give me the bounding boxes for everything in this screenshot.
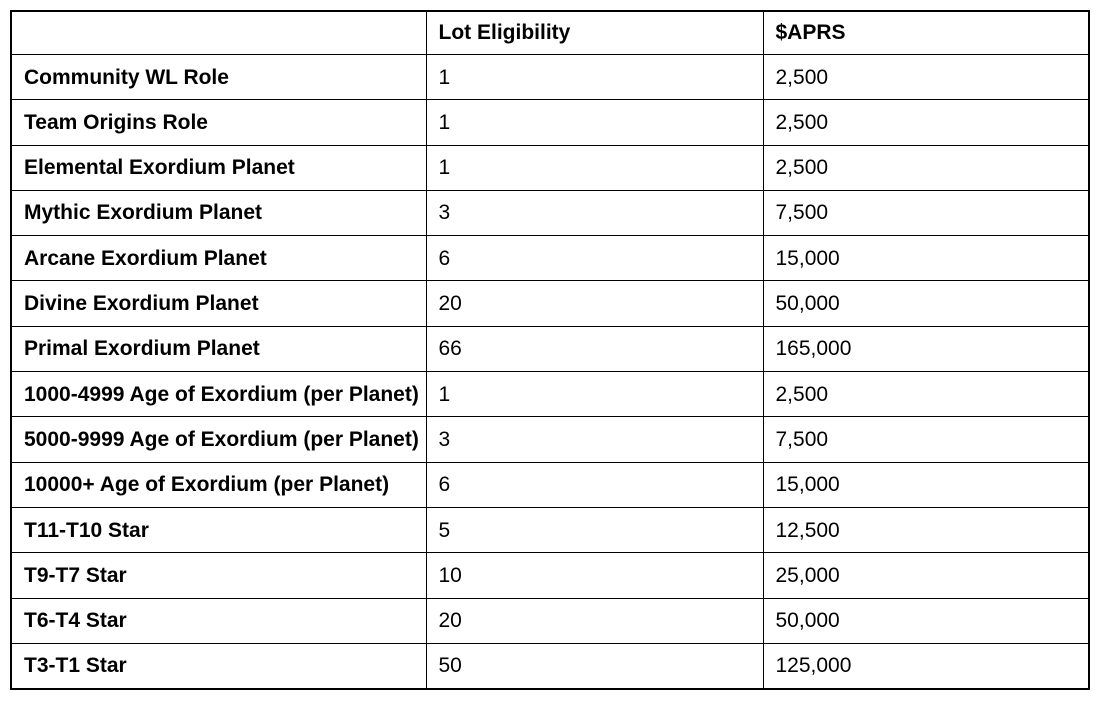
- row-label-cell: T9-T7 Star: [10, 552, 427, 599]
- lot-eligibility-cell: 50: [425, 642, 764, 690]
- lot-eligibility-cell: 20: [425, 280, 764, 327]
- aprs-cell: 125,000: [762, 642, 1090, 690]
- aprs-cell: 2,500: [762, 99, 1090, 146]
- lot-eligibility-cell: 1: [425, 144, 764, 191]
- aprs-cell: 165,000: [762, 325, 1090, 373]
- table-row: T3-T1 Star 50 125,000: [10, 642, 1090, 690]
- row-label-cell: 10000+ Age of Exordium (per Planet): [10, 461, 427, 508]
- table-row: Team Origins Role 1 2,500: [10, 99, 1090, 146]
- lot-eligibility-cell: 66: [425, 325, 764, 373]
- lot-eligibility-aprs-table: Lot Eligibility $APRS Community WL Role …: [10, 10, 1090, 691]
- row-label-cell: 1000-4999 Age of Exordium (per Planet): [10, 371, 427, 418]
- table-row: Community WL Role 1 2,500: [10, 53, 1090, 101]
- rewards-table-container: Lot Eligibility $APRS Community WL Role …: [10, 10, 1090, 691]
- aprs-cell: 2,500: [762, 371, 1090, 418]
- row-label-cell: Primal Exordium Planet: [10, 325, 427, 373]
- aprs-cell: 15,000: [762, 461, 1090, 508]
- lot-eligibility-cell: 10: [425, 552, 764, 599]
- aprs-cell: 50,000: [762, 280, 1090, 327]
- lot-eligibility-cell: 3: [425, 416, 764, 463]
- aprs-cell: 7,500: [762, 189, 1090, 237]
- lot-eligibility-cell: 1: [425, 371, 764, 418]
- row-label-cell: Divine Exordium Planet: [10, 280, 427, 327]
- header-aprs: $APRS: [762, 10, 1090, 55]
- lot-eligibility-cell: 6: [425, 235, 764, 282]
- table-row: 1000-4999 Age of Exordium (per Planet) 1…: [10, 371, 1090, 418]
- aprs-cell: 7,500: [762, 416, 1090, 463]
- row-label-cell: T3-T1 Star: [10, 642, 427, 690]
- table-row: 5000-9999 Age of Exordium (per Planet) 3…: [10, 416, 1090, 463]
- row-label-cell: Arcane Exordium Planet: [10, 235, 427, 282]
- table-row: Primal Exordium Planet 66 165,000: [10, 325, 1090, 373]
- table-row: Arcane Exordium Planet 6 15,000: [10, 235, 1090, 282]
- row-label-cell: Elemental Exordium Planet: [10, 144, 427, 191]
- lot-eligibility-cell: 5: [425, 506, 764, 554]
- row-label-cell: Mythic Exordium Planet: [10, 189, 427, 237]
- lot-eligibility-cell: 1: [425, 99, 764, 146]
- row-label-cell: T11-T10 Star: [10, 506, 427, 554]
- aprs-cell: 2,500: [762, 144, 1090, 191]
- table-header-row: Lot Eligibility $APRS: [10, 10, 1090, 55]
- header-blank-cell: [10, 10, 427, 55]
- row-label-cell: T6-T4 Star: [10, 597, 427, 644]
- table-row: 10000+ Age of Exordium (per Planet) 6 15…: [10, 461, 1090, 508]
- aprs-cell: 12,500: [762, 506, 1090, 554]
- aprs-cell: 2,500: [762, 53, 1090, 101]
- table-row: Mythic Exordium Planet 3 7,500: [10, 189, 1090, 237]
- table-row: Divine Exordium Planet 20 50,000: [10, 280, 1090, 327]
- table-row: Elemental Exordium Planet 1 2,500: [10, 144, 1090, 191]
- row-label-cell: Team Origins Role: [10, 99, 427, 146]
- table-row: T11-T10 Star 5 12,500: [10, 506, 1090, 554]
- lot-eligibility-cell: 1: [425, 53, 764, 101]
- lot-eligibility-cell: 3: [425, 189, 764, 237]
- aprs-cell: 15,000: [762, 235, 1090, 282]
- table-row: T6-T4 Star 20 50,000: [10, 597, 1090, 644]
- table-row: T9-T7 Star 10 25,000: [10, 552, 1090, 599]
- lot-eligibility-cell: 20: [425, 597, 764, 644]
- header-lot-eligibility: Lot Eligibility: [425, 10, 764, 55]
- aprs-cell: 25,000: [762, 552, 1090, 599]
- row-label-cell: 5000-9999 Age of Exordium (per Planet): [10, 416, 427, 463]
- aprs-cell: 50,000: [762, 597, 1090, 644]
- lot-eligibility-cell: 6: [425, 461, 764, 508]
- row-label-cell: Community WL Role: [10, 53, 427, 101]
